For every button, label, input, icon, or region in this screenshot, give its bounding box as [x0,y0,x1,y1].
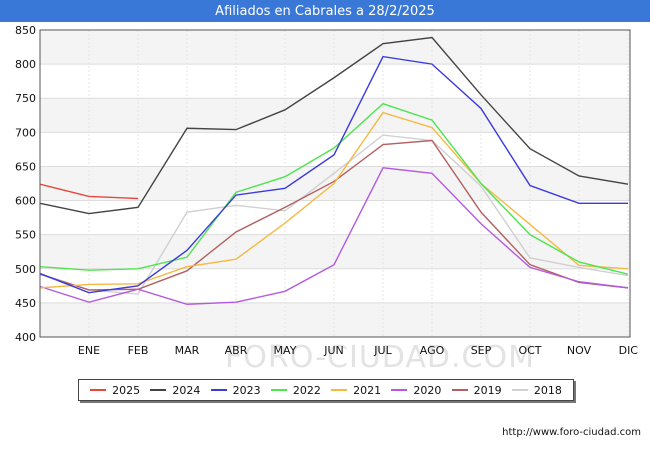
x-tick-label: MAR [175,344,200,357]
y-tick-label: 400 [15,331,36,344]
legend-item-2019: 2019 [451,383,502,397]
legend-item-2018: 2018 [511,383,562,397]
x-tick-label: ENE [78,344,100,357]
legend-swatch [511,389,528,391]
x-tick-label: MAY [274,344,297,357]
legend-label: 2023 [232,383,261,397]
series-line-2018 [39,134,629,295]
legend-label: 2019 [473,383,502,397]
series-lines [39,36,629,305]
y-tick-label: 500 [15,263,36,276]
x-tick-label: NOV [567,344,592,357]
legend-swatch [391,389,408,391]
legend-swatch [270,389,287,391]
series-line-2020 [39,167,629,305]
watermark: FORO-CIUDAD.COM [225,340,535,375]
series-line-2021 [39,111,629,289]
y-tick-label: 450 [15,297,36,310]
legend-label: 2018 [533,383,562,397]
series-line-2022 [39,102,629,275]
x-tick-label: OCT [518,344,541,357]
y-tick-labels: 400 450 500 550 600 650 700 750 800 850 [15,24,36,344]
legend: 2025 2024 2023 2022 2021 2020 2019 2018 [78,379,574,401]
x-tick-label: ABR [225,344,248,357]
legend-item-2021: 2021 [331,384,381,397]
grid-band [40,166,630,201]
legend-label: 2020 [413,383,442,397]
legend-swatch [150,389,167,391]
grid-band [40,302,630,337]
legend-item-2023: 2023 [210,383,261,397]
series-line-2025 [39,183,139,200]
plot-border [39,29,631,338]
y-tick-label: 650 [15,160,36,173]
chart-title: Afiliados en Cabrales a 28/2/2025 [0,0,650,22]
y-tick-label: 750 [15,92,36,105]
source-url: http://www.foro-ciudad.com [502,427,641,438]
x-tick-label: AGO [420,344,445,357]
y-tick-label: 800 [15,58,36,71]
legend-label: 2024 [172,383,201,397]
x-tick-label: DIC [619,344,639,357]
legend-item-2024: 2024 [150,384,200,397]
grid-bands [40,30,630,337]
y-tick-label: 550 [15,229,36,242]
series-line-2023 [39,55,628,294]
legend-item-2022: 2022 [270,383,321,397]
legend-swatch [331,389,348,391]
y-tick-label: 850 [15,24,36,37]
grid-band [40,98,630,133]
legend-swatch [451,389,468,391]
x-tick-label: FEB [128,344,149,357]
grid-band [40,30,630,65]
legend-item-2025: 2025 [90,384,140,397]
y-tick-label: 600 [15,195,36,208]
legend-swatch [90,389,107,391]
series-line-2024 [39,36,629,215]
x-tick-label: JUN [323,344,344,357]
legend-label: 2022 [292,383,321,397]
legend-swatch [210,389,227,391]
x-tick-label: SEP [471,344,492,357]
legend-label: 2025 [112,383,141,397]
legend-item-2020: 2020 [391,384,441,397]
legend-label: 2021 [353,383,382,397]
x-tick-labels: ENE FEB MAR ABR MAY JUN JUL AGO SEP OCT NOV DIC [78,344,638,357]
x-tick-label: JUL [373,344,392,357]
y-tick-label: 700 [15,126,36,139]
